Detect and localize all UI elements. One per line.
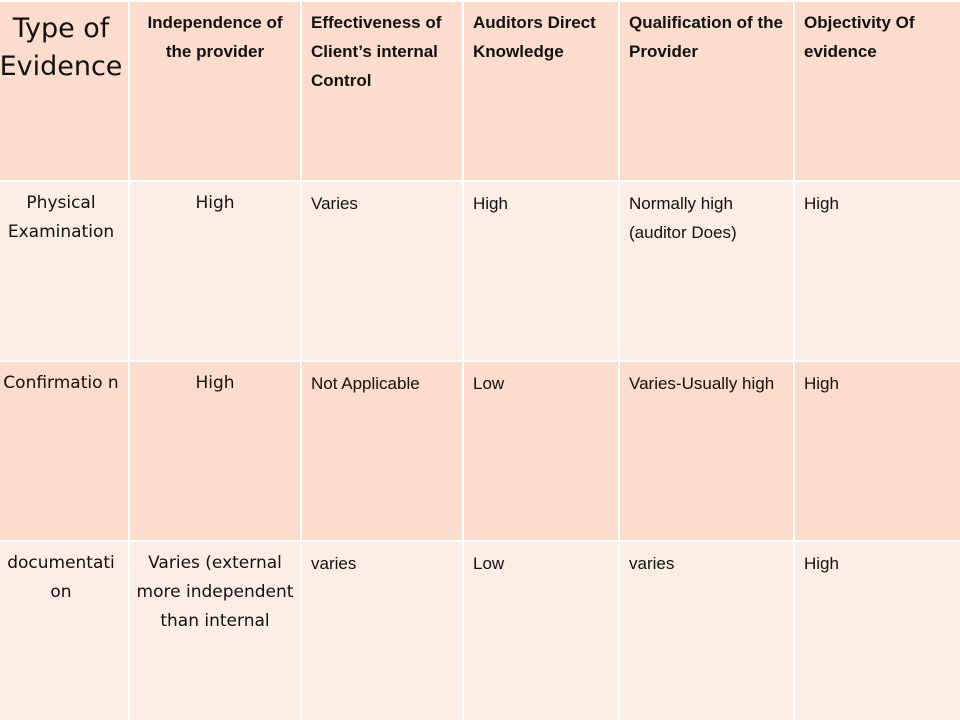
cell-objectivity: High [793, 180, 960, 362]
cell-objectivity: High [793, 360, 960, 542]
cell-direct-knowledge: Low [462, 360, 620, 542]
cell-direct-knowledge: High [462, 180, 620, 362]
table-row: Confirmatio n High Not Applicable Low Va… [0, 360, 960, 542]
cell-qualification: Varies-Usually high [618, 360, 795, 542]
header-qualification-of-provider: Qualification of the Provider [618, 0, 795, 182]
header-objectivity-of-evidence: Objectivity Of evidence [793, 0, 960, 182]
cell-qualification: Normally high (auditor Does) [618, 180, 795, 362]
table-header-row: Type of Evidence Independence of the pro… [0, 0, 960, 182]
cell-independence: Varies (external more independent than i… [128, 540, 302, 720]
cell-type-of-evidence: Confirmatio n [0, 360, 130, 542]
cell-internal-control: Not Applicable [300, 360, 464, 542]
header-auditors-direct-knowledge: Auditors Direct Knowledge [462, 0, 620, 182]
table-row: Physical Examination High Varies High No… [0, 180, 960, 362]
cell-independence: High [128, 360, 302, 542]
cell-direct-knowledge: Low [462, 540, 620, 720]
cell-type-of-evidence: Physical Examination [0, 180, 130, 362]
cell-qualification: varies [618, 540, 795, 720]
cell-independence: High [128, 180, 302, 362]
header-independence-of-provider: Independence of the provider [128, 0, 302, 182]
cell-internal-control: varies [300, 540, 464, 720]
header-type-of-evidence: Type of Evidence [0, 0, 130, 182]
table-row: documentati on Varies (external more ind… [0, 540, 960, 720]
header-effectiveness-internal-control: Effectiveness of Client’s internal Contr… [300, 0, 464, 182]
cell-type-of-evidence: documentati on [0, 540, 130, 720]
cell-objectivity: High [793, 540, 960, 720]
cell-internal-control: Varies [300, 180, 464, 362]
